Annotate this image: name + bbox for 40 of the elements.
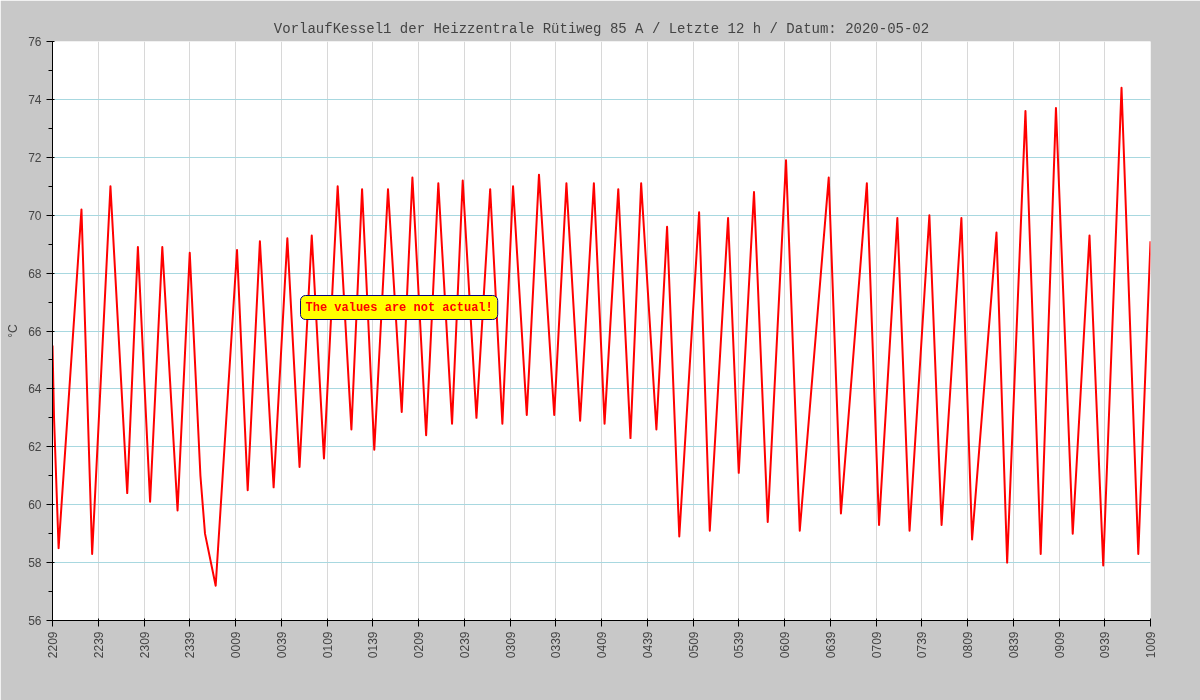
- line-series: [52, 86, 1151, 587]
- y-axis-title: °C: [6, 323, 21, 338]
- x-tick-label: 0739: [915, 631, 930, 659]
- x-tick-label: 0139: [366, 631, 381, 659]
- chart-title: VorlaufKessel1 der Heizzentrale Rütiweg 85 A / Letzte 12 h / Datum: 2020-05-02: [273, 20, 930, 37]
- y-tick-label: 62: [28, 440, 42, 455]
- y-tick-label: 72: [28, 150, 42, 165]
- x-tick-label: 2239: [91, 631, 106, 659]
- x-tick-label: 2209: [46, 631, 60, 659]
- y-tick-label: 60: [28, 498, 42, 513]
- annotation: The values are not actual!: [305, 300, 493, 315]
- y-tick-label: 74: [28, 92, 42, 107]
- x-tick-label: 0809: [961, 631, 975, 659]
- y-tick-label: 58: [28, 556, 42, 571]
- x-tick-label: 0939: [1098, 631, 1113, 659]
- y-tick-label: 68: [28, 266, 42, 281]
- x-tick-label: 0039: [274, 631, 289, 659]
- x-tick-label: 2309: [137, 631, 152, 659]
- x-tick-label: 0239: [457, 631, 472, 659]
- y-tick-label: 56: [28, 614, 42, 628]
- x-tick-label: 0609: [778, 631, 792, 659]
- x-tick-label: 1009: [1144, 631, 1158, 659]
- y-tick-label: 70: [28, 208, 42, 223]
- x-tick-label: 0339: [549, 631, 564, 659]
- x-tick-label: 0209: [412, 631, 426, 659]
- x-tick-label: 0839: [1006, 631, 1021, 659]
- x-tick-label: 0539: [732, 631, 747, 659]
- x-tick-label: 0639: [823, 631, 838, 659]
- x-tick-label: 0109: [320, 631, 335, 659]
- x-tick-label: 0009: [229, 631, 243, 659]
- x-tick-label: 0439: [640, 631, 655, 659]
- y-tick-label: 64: [28, 382, 42, 397]
- x-tick-label: 0909: [1052, 631, 1067, 659]
- y-tick-label: 66: [28, 324, 42, 339]
- x-tick-label: 0709: [869, 631, 884, 659]
- x-tick-label: 0309: [503, 631, 518, 659]
- x-tick-label: 0409: [595, 631, 609, 659]
- x-tick-label: 2339: [183, 631, 198, 659]
- y-tick-label: 76: [28, 35, 42, 49]
- x-tick-label: 0509: [686, 631, 701, 659]
